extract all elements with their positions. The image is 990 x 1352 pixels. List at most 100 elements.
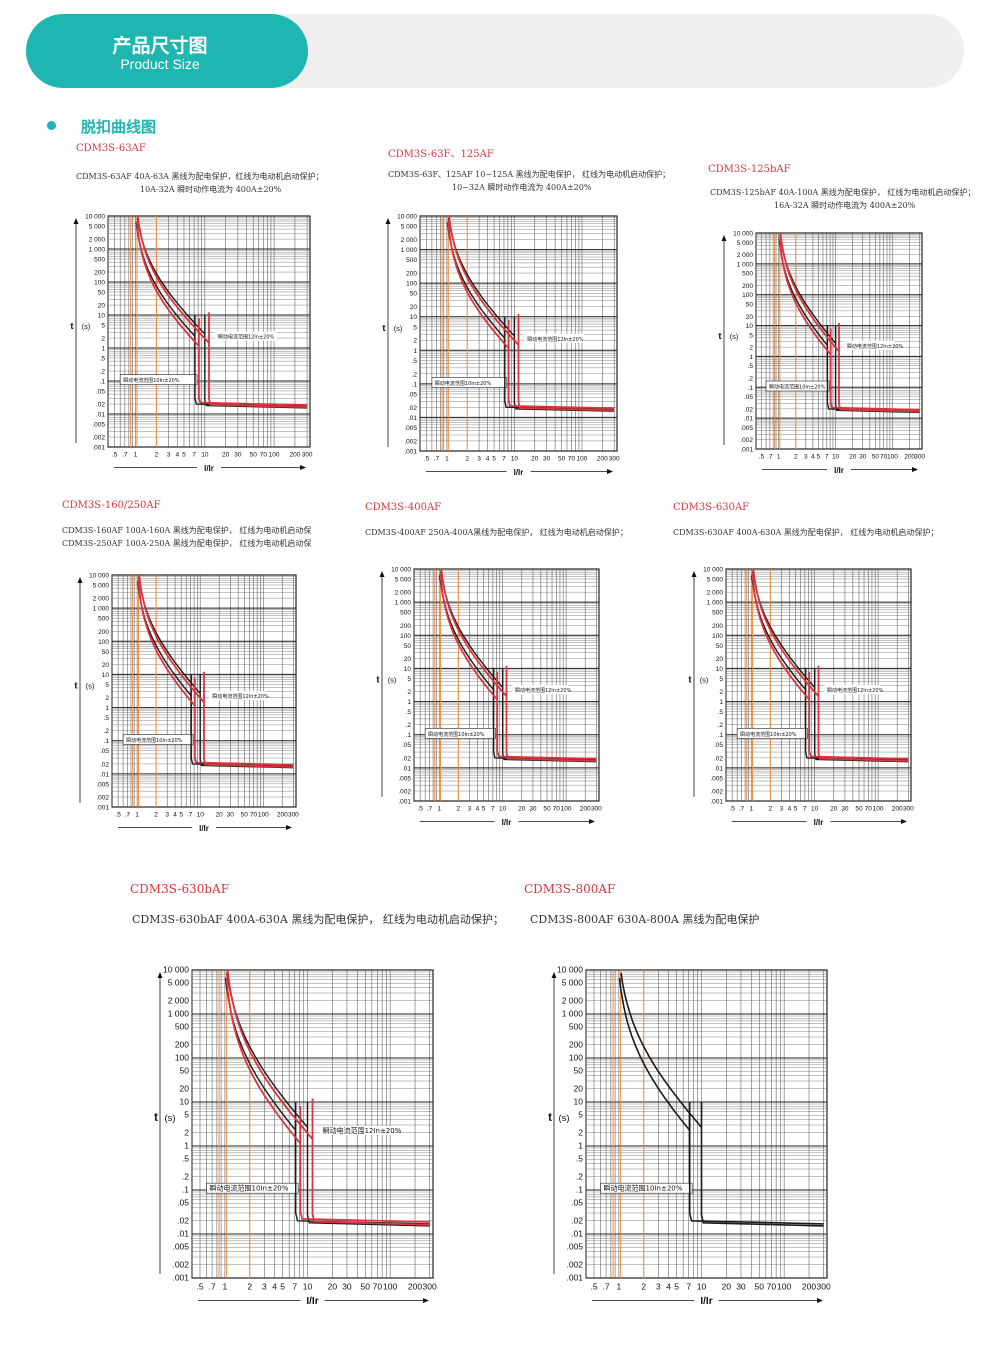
x-tick-label: 100 [887, 454, 898, 461]
motor-curve-high [226, 970, 430, 1226]
y-tick-label: 1 [184, 1141, 189, 1151]
y-tick-label: 500 [98, 616, 109, 623]
x-tick-label: 10 [511, 456, 519, 463]
x-tick-label: 5 [492, 456, 496, 463]
x-tick-label: 10 [697, 1282, 707, 1292]
y-tick-label: 500 [742, 271, 753, 278]
annotation-box [765, 380, 830, 392]
x-tick-label: 200 [580, 806, 591, 813]
x-tick-label: 10 [201, 452, 209, 459]
y-tick-label: 2 000 [93, 596, 110, 603]
trip-curve-chart: 瞬动电流范围12In±20% 瞬动电流范围10In±20% 10 000 5 000 2… [70, 214, 313, 474]
x-tick-label: 100 [269, 452, 280, 459]
y-tick-label: .2 [182, 1171, 189, 1181]
annotation-upper: 瞬动电流范围12In±20% [515, 687, 572, 694]
y-tick-label: .1 [718, 732, 724, 739]
annotation-box [206, 1182, 299, 1194]
trip-curve-chart: 瞬动电流范围12In±20% 瞬动电流范围10In±20% 10 000 5 000 2… [154, 965, 437, 1308]
annotation-box [122, 734, 194, 745]
annotation-lower: 瞬动电流范围10In±20% [126, 737, 183, 744]
chart-description-line: CDM3S-800AF 630A-800A 黑线为配电保护 [530, 913, 760, 926]
y-tick-label: .05 [96, 388, 105, 395]
y-tick-label: 100 [569, 1053, 583, 1063]
y-tick-label: .002 [710, 789, 723, 796]
x-tick-label: 3 [656, 1282, 661, 1292]
y-tick-label: 2 [578, 1127, 583, 1137]
x-tick-label: 5 [182, 452, 186, 459]
x-tick-label: 30 [227, 812, 235, 819]
x-axis-label-bg [300, 1295, 325, 1306]
annotation-lower: 瞬动电流范围10In±20% [740, 731, 797, 738]
x-tick-label: 30 [342, 1282, 352, 1292]
plot-frame [585, 969, 828, 1279]
chart-description: CDM3S-400AF 250A-400A黑线为配电保护， 红线为电动机启动保护… [365, 526, 628, 539]
x-axis-label-bg [827, 464, 851, 475]
y-tick-label: 200 [98, 629, 109, 636]
y-tick-label: 20 [98, 303, 106, 310]
arrow-up-icon [691, 571, 697, 577]
x-tick-label: 1 [135, 812, 139, 819]
distribution-curve-high [620, 972, 824, 1227]
y-tick-label: .5 [576, 1154, 583, 1164]
annotation-upper: 瞬动电流范围12In±20% [218, 334, 275, 341]
chart-description: CDM3S-63F、125AF 10~125A 黑线为配电保护， 红线为电动机启… [388, 168, 670, 194]
x-tick-label: 200 [802, 1282, 816, 1292]
y-tick-label: 10 [716, 666, 724, 673]
y-tick-label: 1 [413, 348, 417, 355]
page-subtitle: Product Size [120, 56, 200, 72]
chart-description: CDM3S-630AF 400A-630A 黑线为配电保护， 红线为电动机启动保… [673, 526, 938, 539]
motor-curve-high [136, 216, 308, 408]
y-tick-label: 500 [94, 256, 105, 263]
x-tick-label: .7 [739, 806, 745, 813]
x-axis-label: I/Ir [814, 818, 824, 827]
y-axis-unit: (s) [700, 676, 709, 685]
y-axis-label: t [382, 323, 386, 334]
y-tick-label: 2 000 [562, 995, 584, 1005]
y-tick-label: .5 [104, 715, 110, 722]
x-tick-label: 20 [531, 456, 539, 463]
chart-description: CDM3S-630bAF 400A-630A 黑线为配电保护， 红线为电动机启动… [132, 913, 504, 926]
x-axis-label: I/Ir [502, 818, 512, 827]
x-tick-label: 70 [250, 812, 258, 819]
y-tick-label: 100 [94, 280, 105, 287]
motor-curve-low [439, 574, 597, 760]
arrow-up-icon [73, 218, 79, 224]
x-tick-label: 200 [408, 1282, 422, 1292]
y-tick-label: 2 [184, 1127, 189, 1137]
annotation-upper: 瞬动电流范围12In±20% [827, 687, 884, 694]
y-tick-label: .02 [571, 1215, 583, 1225]
arrow-right-icon [607, 469, 613, 474]
y-tick-label: .2 [104, 728, 110, 735]
x-tick-label: .7 [125, 812, 131, 819]
y-tick-label: .2 [748, 375, 754, 382]
arrow-right-icon [300, 465, 306, 470]
y-tick-label: 20 [574, 1083, 584, 1093]
y-tick-label: 100 [742, 292, 753, 299]
y-tick-label: .005 [172, 1242, 189, 1252]
x-tick-label: 4 [811, 454, 815, 461]
y-tick-label: .005 [398, 775, 411, 782]
y-tick-label: 20 [180, 1083, 190, 1093]
chart-description: CDM3S-63AF 40A-63A 黑线为配电保护，红线为电动机启动保护； 10… [76, 170, 324, 196]
x-tick-label: 300 [816, 1282, 830, 1292]
annotation-lower: 瞬动电流范围10In±20% [428, 731, 485, 738]
y-tick-label: 10 000 [89, 573, 109, 580]
x-tick-label: 300 [903, 806, 914, 813]
arrow-up-icon [157, 972, 163, 978]
annotation-box [319, 1125, 393, 1135]
x-tick-label: .5 [759, 454, 765, 461]
chart-title: CDM3S-630bAF [130, 882, 230, 896]
y-tick-label: 2 000 [168, 995, 190, 1005]
y-tick-label: 200 [406, 271, 417, 278]
x-tick-label: 70 [880, 454, 888, 461]
arrow-right-icon [589, 819, 595, 824]
annotation-upper: 瞬动电流范围12In±20% [527, 336, 584, 343]
y-tick-label: .005 [92, 421, 105, 428]
x-tick-label: 20 [222, 452, 230, 459]
x-axis-label-bg [506, 466, 531, 477]
y-tick-label: 100 [406, 281, 417, 288]
chart-title: CDM3S-63AF [76, 143, 146, 154]
x-tick-label: 4 [272, 1282, 277, 1292]
y-tick-label: 5 [105, 682, 109, 689]
x-tick-label: 200 [892, 806, 903, 813]
